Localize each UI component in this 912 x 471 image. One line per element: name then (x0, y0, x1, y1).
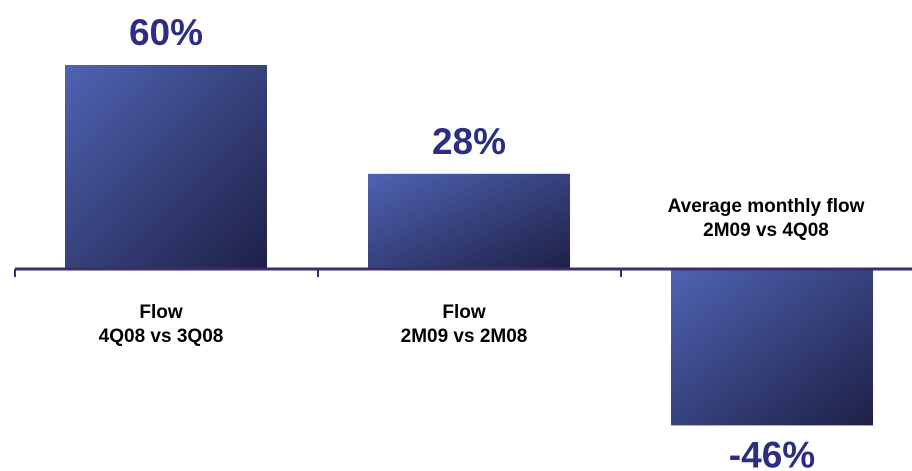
bar-3 (671, 269, 873, 426)
value-label-1: 60% (129, 12, 203, 53)
labels-layer: 60% Flow 4Q08 vs 3Q08 28% Flow 2M09 vs 2M08 -4… (99, 12, 865, 471)
bars-layer (65, 65, 873, 426)
category-label-2: Flow 2M09 vs 2M08 (401, 302, 528, 347)
value-label-2: 28% (432, 121, 506, 162)
value-label-3: -46% (729, 434, 815, 471)
bar-2 (368, 173, 570, 269)
category-label-3: Average monthly flow 2M09 vs 4Q08 (668, 196, 865, 241)
x-axis (14, 267, 912, 277)
category-label-1: Flow 4Q08 vs 3Q08 (99, 302, 224, 347)
bar-1 (65, 65, 267, 269)
